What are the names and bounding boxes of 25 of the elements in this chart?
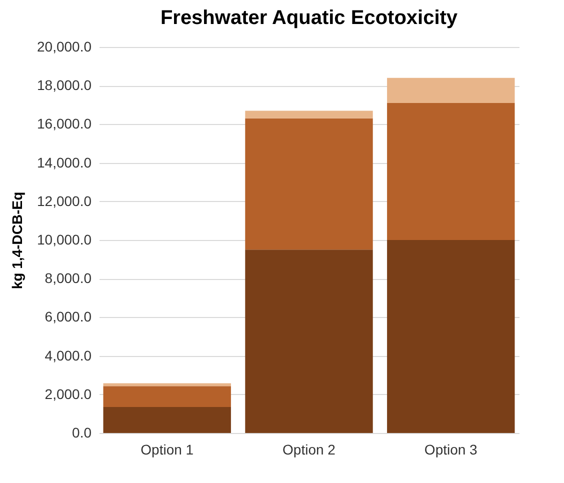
- y-tick-label: 2,000.0: [44, 386, 92, 402]
- y-tick-label: 8,000.0: [44, 270, 92, 286]
- bar: [245, 250, 373, 433]
- y-tick-label: 14,000.0: [37, 154, 92, 170]
- bar: [387, 240, 515, 433]
- y-tick-label: 20,000.0: [37, 38, 92, 54]
- bar: [387, 78, 515, 103]
- y-axis-title: kg 1,4-DCB-Eq: [9, 192, 26, 290]
- y-tick-label: 0.0: [72, 424, 92, 440]
- bar: [103, 383, 231, 386]
- x-tick-label: Option 2: [282, 442, 336, 458]
- y-tick-label: 18,000.0: [37, 77, 92, 94]
- y-tick-label: 12,000.0: [37, 192, 92, 209]
- y-tick-label: 6,000.0: [44, 308, 92, 325]
- chart-title: Freshwater Aquatic Ecotoxicity: [160, 7, 458, 29]
- bar: [103, 386, 231, 407]
- bar: [245, 118, 373, 250]
- bar: [245, 110, 373, 118]
- x-tick-label: Option 1: [140, 442, 194, 458]
- y-tick-label: 4,000.0: [44, 347, 92, 364]
- x-tick-label: Option 3: [424, 442, 478, 458]
- y-tick-label: 10,000.0: [37, 232, 92, 248]
- bar: [387, 102, 515, 240]
- bar: [103, 406, 231, 433]
- y-tick-label: 16,000.0: [37, 116, 92, 132]
